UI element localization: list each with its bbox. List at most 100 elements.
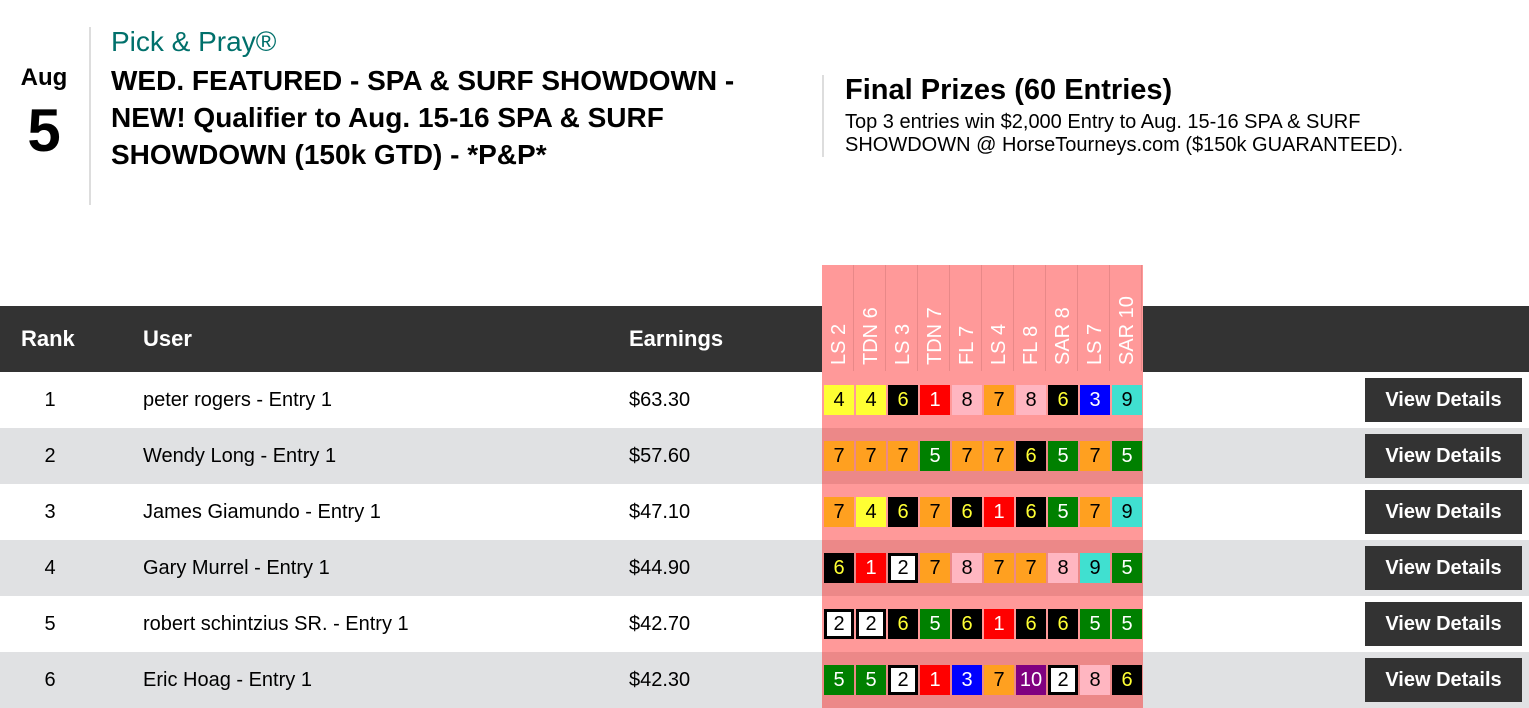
race-label: LS 2	[827, 323, 850, 365]
user-cell: Gary Murrel - Entry 1	[143, 557, 330, 579]
user-cell: Wendy Long - Entry 1	[143, 445, 337, 467]
race-header: LS 4	[982, 265, 1014, 371]
earnings-cell: $44.90	[629, 557, 691, 579]
view-details-button[interactable]: View Details	[1365, 434, 1522, 478]
pick-saddle-cloth: 2	[824, 609, 854, 639]
pick-saddle-cloth: 1	[920, 665, 950, 695]
pick-saddle-cloth: 4	[824, 385, 854, 415]
pick-saddle-cloth: 5	[920, 609, 950, 639]
pick-saddle-cloth: 2	[856, 609, 886, 639]
table-row: 5 robert schintzius SR. - Entry 1 $42.70 2 2…	[0, 596, 1529, 652]
pick-saddle-cloth: 7	[824, 441, 854, 471]
pick-saddle-cloth: 4	[856, 385, 886, 415]
header-user[interactable]: User	[143, 326, 192, 351]
race-header: TDN 6	[854, 265, 886, 371]
pick-saddle-cloth: 2	[888, 553, 918, 583]
pick-saddle-cloth: 3	[952, 665, 982, 695]
pick-saddle-cloth: 8	[952, 385, 982, 415]
rank-cell: 4	[44, 557, 56, 579]
race-label: TDN 7	[923, 307, 946, 365]
pick-saddle-cloth: 6	[888, 385, 918, 415]
pick-saddle-cloth: 7	[1080, 441, 1110, 471]
race-label: FL 7	[955, 325, 978, 365]
event-month: Aug	[20, 64, 68, 91]
pick-saddle-cloth: 5	[1112, 609, 1142, 639]
pick-saddle-cloth: 1	[984, 609, 1014, 639]
race-label: SAR 10	[1115, 296, 1138, 365]
pick-saddle-cloth: 7	[824, 497, 854, 527]
earnings-cell: $47.10	[629, 501, 691, 523]
pick-saddle-cloth: 7	[920, 497, 950, 527]
prizes-title: Final Prizes (60 Entries)	[845, 74, 1173, 106]
pick-saddle-cloth: 8	[1080, 665, 1110, 695]
pick-saddle-cloth: 8	[952, 553, 982, 583]
pick-saddle-cloth: 5	[856, 665, 886, 695]
pick-saddle-cloth: 7	[888, 441, 918, 471]
pick-saddle-cloth: 3	[1080, 385, 1110, 415]
game-type: Pick & Pray®	[111, 26, 277, 57]
race-label: LS 3	[891, 323, 914, 365]
pick-saddle-cloth: 10	[1016, 665, 1046, 695]
race-header: SAR 8	[1046, 265, 1078, 371]
pick-saddle-cloth: 7	[856, 441, 886, 471]
pick-saddle-cloth: 5	[1048, 497, 1078, 527]
pick-saddle-cloth: 1	[856, 553, 886, 583]
pick-saddle-cloth: 5	[824, 665, 854, 695]
divider	[89, 27, 91, 205]
pick-saddle-cloth: 5	[1048, 441, 1078, 471]
view-details-button[interactable]: View Details	[1365, 658, 1522, 702]
table-row: 6 Eric Hoag - Entry 1 $42.30 5 5 2 1 3 7 10 2 8 6 Vie…	[0, 652, 1529, 708]
view-details-button[interactable]: View Details	[1365, 490, 1522, 534]
race-header: TDN 7	[918, 265, 950, 371]
rank-cell: 5	[44, 613, 56, 635]
view-details-button[interactable]: View Details	[1365, 602, 1522, 646]
pick-saddle-cloth: 2	[888, 665, 918, 695]
earnings-cell: $57.60	[629, 445, 691, 467]
earnings-cell: $63.30	[629, 389, 691, 411]
pick-saddle-cloth: 6	[888, 497, 918, 527]
header-rank[interactable]: Rank	[21, 326, 75, 351]
race-label: TDN 6	[859, 307, 882, 365]
rank-cell: 3	[44, 501, 56, 523]
pick-saddle-cloth: 6	[1048, 385, 1078, 415]
race-label: LS 4	[987, 323, 1010, 365]
pick-saddle-cloth: 6	[1048, 609, 1078, 639]
pick-saddle-cloth: 7	[1016, 553, 1046, 583]
view-details-button[interactable]: View Details	[1365, 378, 1522, 422]
pick-saddle-cloth: 7	[952, 441, 982, 471]
prizes-description: Top 3 entries win $2,000 Entry to Aug. 1…	[845, 111, 1404, 156]
rank-cell: 1	[44, 389, 56, 411]
pick-saddle-cloth: 7	[984, 665, 1014, 695]
pick-saddle-cloth: 6	[952, 609, 982, 639]
table-row: 2 Wendy Long - Entry 1 $57.60 7 7 7 5 7 7 6 5 7 5 Vie…	[0, 428, 1529, 484]
pick-saddle-cloth: 2	[1048, 665, 1078, 695]
rank-cell: 6	[44, 669, 56, 691]
race-label: LS 7	[1083, 323, 1106, 365]
pick-saddle-cloth: 9	[1080, 553, 1110, 583]
race-header: FL 8	[1014, 265, 1046, 371]
earnings-cell: $42.30	[629, 669, 691, 691]
pick-saddle-cloth: 9	[1112, 385, 1142, 415]
pick-saddle-cloth: 6	[824, 553, 854, 583]
race-header: FL 7	[950, 265, 982, 371]
race-header: LS 2	[822, 265, 854, 371]
pick-saddle-cloth: 5	[1112, 553, 1142, 583]
race-label: SAR 8	[1051, 307, 1074, 365]
table-row: 3 James Giamundo - Entry 1 $47.10 7 4 6 7 6 1 6 5 7…	[0, 484, 1529, 540]
pick-saddle-cloth: 4	[856, 497, 886, 527]
header-earnings[interactable]: Earnings	[629, 326, 724, 351]
rank-cell: 2	[44, 445, 56, 467]
view-details-button[interactable]: View Details	[1365, 546, 1522, 590]
earnings-cell: $42.70	[629, 613, 691, 635]
event-title: WED. FEATURED - SPA & SURF SHOWDOWN - NE…	[111, 65, 735, 170]
divider	[822, 75, 824, 157]
race-label: FL 8	[1019, 325, 1042, 365]
pick-saddle-cloth: 6	[1112, 665, 1142, 695]
race-header: SAR 10	[1110, 265, 1142, 371]
pick-saddle-cloth: 6	[952, 497, 982, 527]
table-header: Rank User Earnings	[0, 306, 1529, 372]
